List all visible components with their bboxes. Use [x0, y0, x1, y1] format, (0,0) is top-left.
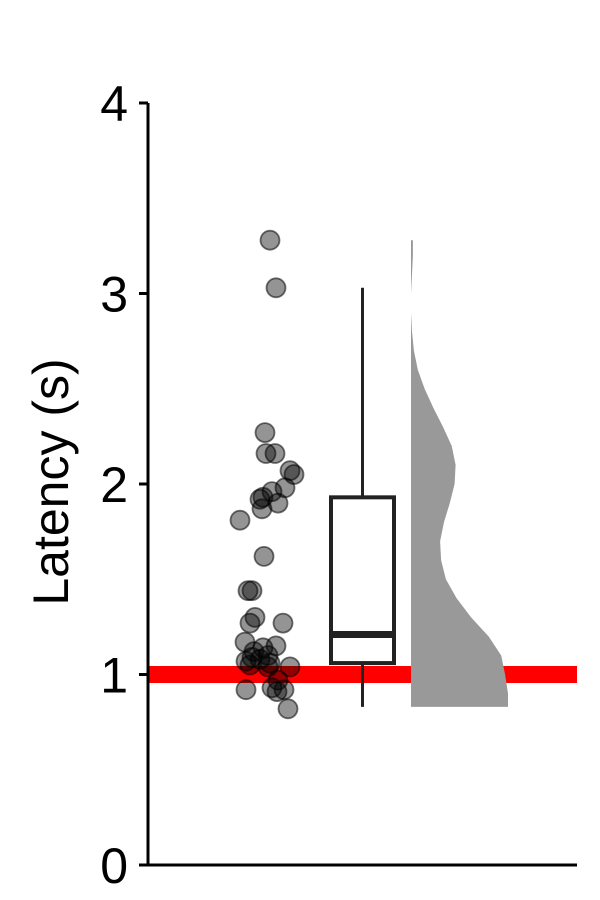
data-point [279, 656, 301, 678]
y-tick-label: 0 [100, 838, 128, 894]
density-shape [411, 240, 508, 707]
data-point [254, 422, 276, 444]
y-tick-label: 4 [100, 76, 128, 132]
data-point [259, 229, 281, 251]
box-iqr [329, 495, 396, 666]
data-point [277, 698, 299, 720]
data-point [265, 277, 287, 299]
boxplot-layer [329, 287, 396, 707]
y-axis: 0 1 2 3 4 [100, 76, 577, 894]
data-point [251, 498, 273, 520]
y-tick-label: 3 [100, 267, 128, 323]
data-point [253, 546, 275, 567]
y-tick-label: 2 [100, 457, 128, 513]
data-point [235, 679, 257, 701]
data-point [241, 580, 263, 602]
data-point [239, 654, 261, 676]
data-point [239, 612, 261, 634]
data-point [255, 443, 277, 464]
points-layer [229, 229, 305, 720]
data-point [272, 612, 294, 634]
y-tick-label: 1 [100, 648, 128, 704]
data-point [266, 681, 288, 702]
y-axis-title: Latency (s) [23, 358, 79, 605]
data-point [229, 509, 251, 531]
density-layer [411, 240, 508, 707]
